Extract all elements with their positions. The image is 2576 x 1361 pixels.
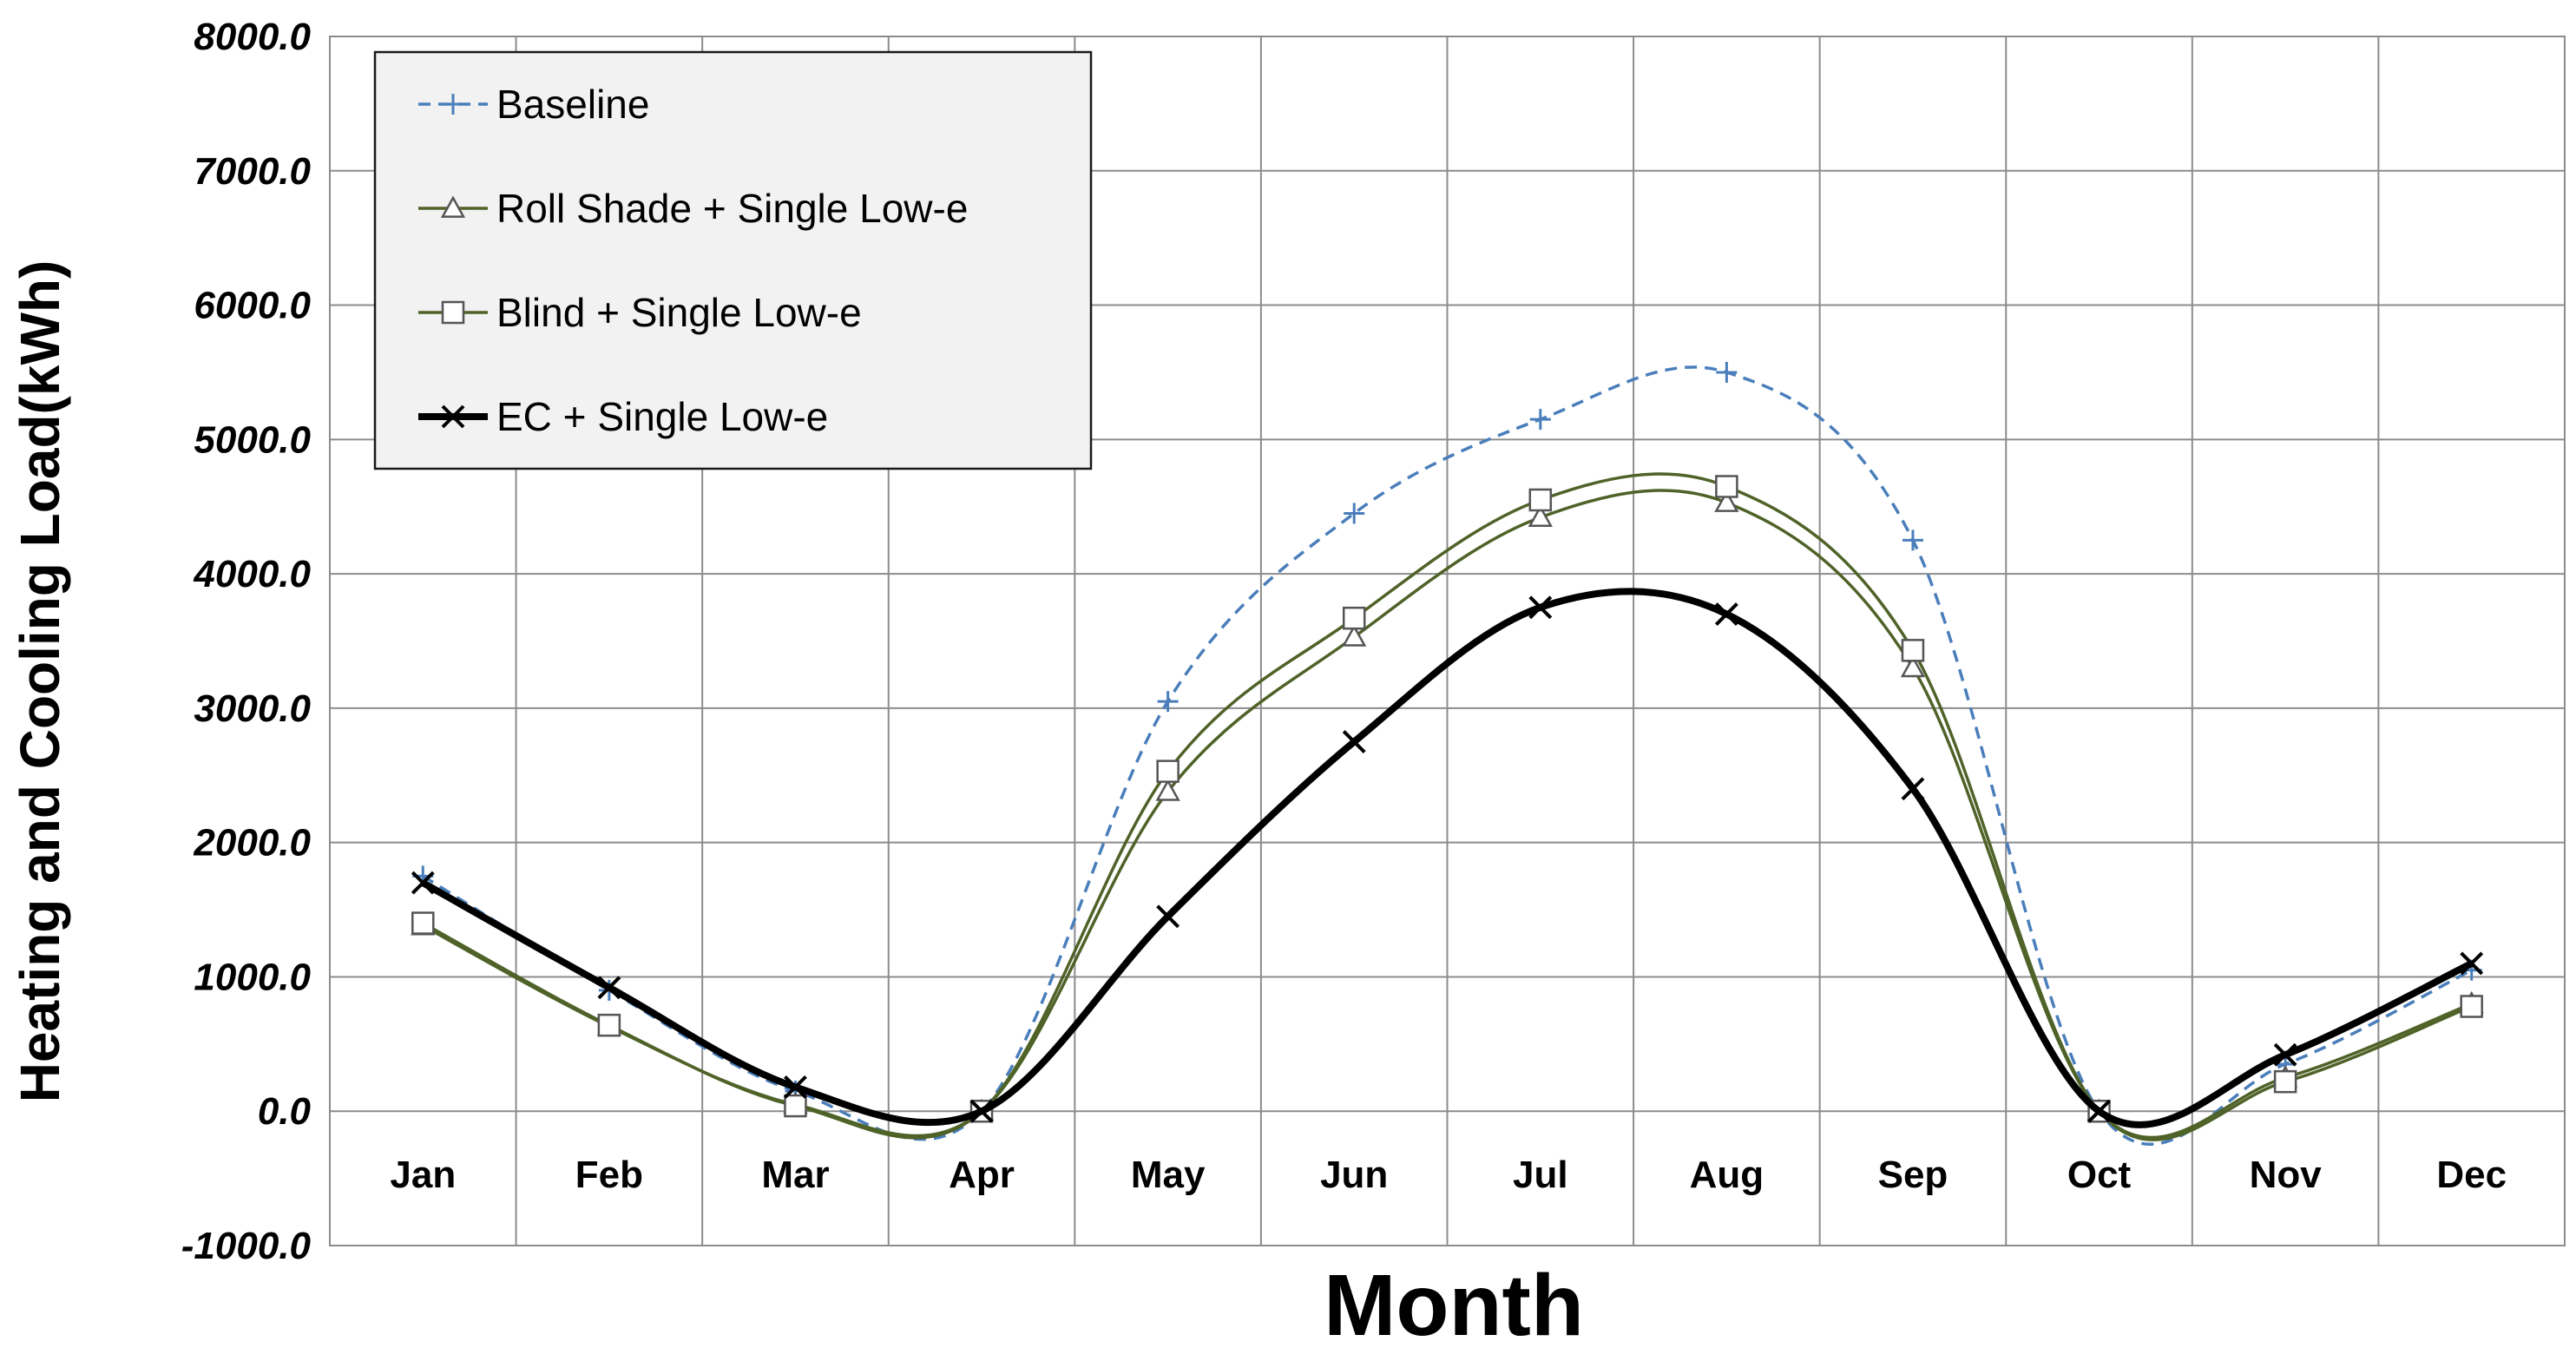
data-point <box>2460 951 2484 976</box>
y-tick-label: 4000.0 <box>193 553 311 595</box>
data-point <box>1528 595 1553 620</box>
x-tick-label: Jan <box>390 1154 456 1196</box>
data-point <box>969 1099 994 1123</box>
data-point <box>1901 777 1925 801</box>
x-tick-label: Feb <box>575 1154 643 1196</box>
data-point <box>1528 504 1553 527</box>
y-tick-label: 8000.0 <box>194 16 311 58</box>
x-tick-label: Sep <box>1878 1154 1948 1196</box>
data-point <box>1342 624 1367 647</box>
data-point <box>1528 488 1553 512</box>
x-axis-title: Month <box>1324 1257 1584 1354</box>
data-point <box>1900 654 1926 678</box>
axes: 8000.0 7000.0 6000.0 5000.0 4000.0 3000.0 2000… <box>181 16 2507 1267</box>
data-point <box>2273 1042 2297 1067</box>
series-lines <box>411 361 2484 1146</box>
legend-marker <box>440 195 466 218</box>
data-point <box>411 871 435 895</box>
legend-label: Baseline <box>496 82 649 127</box>
y-axis-title: Heating and Cooling Load(kWh) <box>9 260 71 1103</box>
y-tick-label: -1000.0 <box>181 1225 312 1267</box>
legend-label: EC + Single Low-e <box>496 394 828 439</box>
data-point <box>2087 1099 2111 1123</box>
y-tick-label: 3000.0 <box>194 687 311 730</box>
legend-marker <box>441 300 465 325</box>
data-point <box>1714 490 1739 512</box>
data-point <box>1156 759 1180 783</box>
data-point <box>2460 995 2483 1018</box>
data-point <box>1529 409 1551 431</box>
data-point <box>1342 606 1366 630</box>
data-point <box>1342 730 1366 753</box>
data-point <box>1715 475 1738 498</box>
y-tick-label: 6000.0 <box>194 285 311 327</box>
x-tick-label: Dec <box>2436 1154 2507 1196</box>
legend-label: Roll Shade + Single Low-e <box>496 186 968 231</box>
x-tick-label: Aug <box>1690 1154 1764 1196</box>
data-point <box>597 1013 621 1037</box>
y-tick-label: 2000.0 <box>193 822 311 865</box>
data-point <box>1344 503 1365 524</box>
x-tick-label: Nov <box>2250 1154 2323 1196</box>
data-point <box>2273 1069 2297 1094</box>
x-tick-label: May <box>1131 1154 1206 1196</box>
data-point <box>411 911 435 935</box>
y-tick-label: 5000.0 <box>194 418 311 461</box>
legend-box <box>373 50 1093 470</box>
data-point <box>597 976 621 1000</box>
legend-marker <box>441 404 465 429</box>
data-point <box>1902 529 1923 551</box>
data-point <box>1716 361 1738 383</box>
data-point <box>1156 904 1180 929</box>
data-point <box>1714 602 1738 626</box>
data-point <box>1155 779 1180 801</box>
x-tick-label: Oct <box>2067 1154 2132 1196</box>
x-tick-label: Mar <box>761 1154 829 1196</box>
data-point <box>1901 639 1925 662</box>
data-point <box>1157 691 1179 713</box>
y-tick-label: 1000.0 <box>194 956 311 998</box>
y-tick-label: 7000.0 <box>194 150 311 193</box>
legend-marker <box>443 94 463 115</box>
x-tick-label: Jul <box>1513 1154 1568 1196</box>
plot-border <box>329 36 2566 1246</box>
legend-label: Blind + Single Low-e <box>496 290 862 335</box>
data-point <box>784 1094 807 1118</box>
x-tick-label: Jun <box>1320 1154 1388 1196</box>
x-tick-label: Apr <box>949 1154 1015 1196</box>
y-tick-label: 0.0 <box>258 1090 312 1133</box>
data-point <box>784 1075 807 1099</box>
legend: Baseline Roll Shade + Single Low-e Blind +… <box>373 50 1093 470</box>
